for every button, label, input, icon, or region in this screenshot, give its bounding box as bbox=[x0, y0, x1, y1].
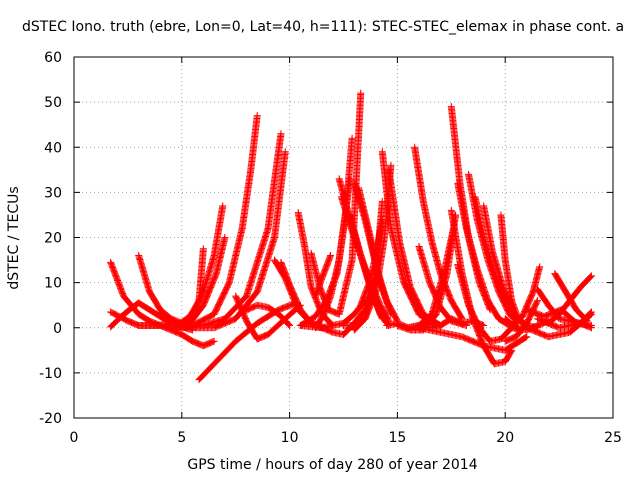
series-5 bbox=[135, 321, 218, 350]
series-11 bbox=[178, 130, 285, 332]
series-markers bbox=[508, 263, 544, 329]
series-33 bbox=[385, 166, 445, 329]
series-40 bbox=[454, 179, 514, 329]
series-markers bbox=[523, 306, 595, 329]
series-3 bbox=[107, 299, 175, 331]
series-57 bbox=[523, 306, 595, 329]
y-tick-label: -20 bbox=[39, 411, 62, 427]
x-axis: 0 5 10 15 20 25 bbox=[70, 57, 622, 446]
series-markers bbox=[415, 324, 531, 354]
series-markers bbox=[385, 166, 445, 329]
y-tick-label: 0 bbox=[53, 321, 62, 337]
y-tick-label: -10 bbox=[39, 366, 62, 382]
series-17 bbox=[294, 209, 337, 329]
x-tick-label: 15 bbox=[388, 430, 406, 446]
series-markers bbox=[167, 112, 261, 332]
series-markers bbox=[454, 179, 514, 329]
series-31 bbox=[357, 215, 386, 309]
series-markers bbox=[107, 299, 175, 331]
series-markers bbox=[294, 209, 337, 329]
y-tick-label: 20 bbox=[44, 231, 62, 247]
y-tick-label: 30 bbox=[44, 185, 62, 201]
series-21 bbox=[311, 252, 335, 300]
series-markers bbox=[378, 148, 440, 329]
series-markers bbox=[238, 301, 294, 329]
y-tick-label: 60 bbox=[44, 50, 62, 66]
series-markers bbox=[189, 148, 289, 332]
y-tick-label: 50 bbox=[44, 95, 62, 111]
series-markers bbox=[135, 321, 218, 350]
y-axis-label: dSTEC / TECUs bbox=[6, 186, 22, 290]
series-10 bbox=[167, 112, 261, 332]
series-45 bbox=[454, 261, 526, 345]
x-tick-label: 10 bbox=[281, 430, 299, 446]
series-12 bbox=[189, 148, 289, 332]
x-axis-label: GPS time / hours of day 280 of year 2014 bbox=[187, 457, 478, 473]
x-tick-label: 25 bbox=[604, 430, 622, 446]
series-32 bbox=[378, 148, 440, 329]
chart-title: dSTEC Iono. truth (ebre, Lon=0, Lat=40, … bbox=[22, 19, 625, 35]
series-14 bbox=[238, 301, 294, 329]
data-series bbox=[107, 89, 595, 384]
x-tick-label: 5 bbox=[177, 430, 186, 446]
x-tick-label: 0 bbox=[70, 430, 79, 446]
y-axis: -20 -10 0 10 20 30 40 50 60 bbox=[39, 50, 613, 427]
series-47 bbox=[415, 324, 531, 354]
y-tick-label: 10 bbox=[44, 276, 62, 292]
y-tick-label: 40 bbox=[44, 140, 62, 156]
series-50 bbox=[508, 263, 544, 329]
series-markers bbox=[178, 130, 285, 332]
x-tick-label: 20 bbox=[496, 430, 514, 446]
grid bbox=[74, 57, 613, 418]
series-markers bbox=[357, 215, 386, 309]
series-markers bbox=[311, 252, 335, 300]
series-markers bbox=[454, 261, 526, 345]
